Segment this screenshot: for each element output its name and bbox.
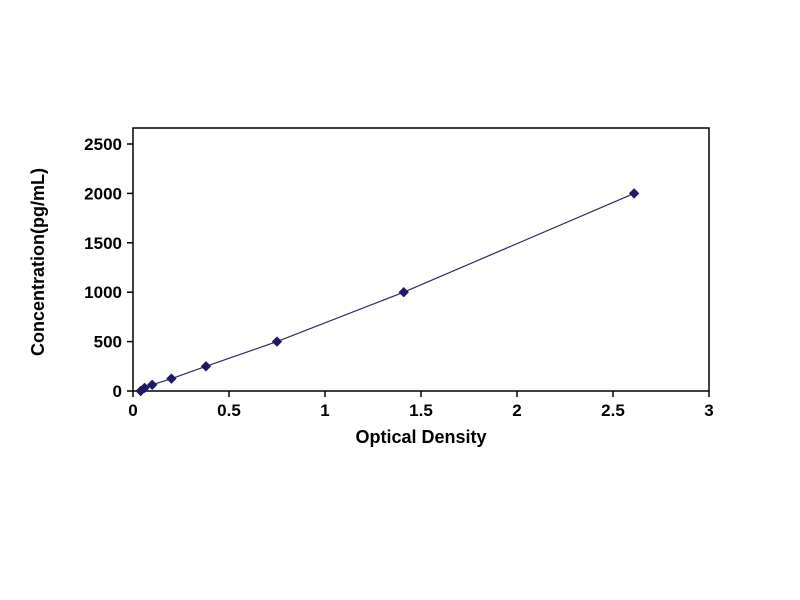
x-tick-label: 1	[320, 401, 329, 420]
x-tick-label: 0.5	[217, 401, 241, 420]
data-point-marker	[271, 336, 283, 347]
x-tick-label: 1.5	[409, 401, 433, 420]
x-axis-ticks	[132, 391, 710, 397]
x-axis-tick-labels: 0 0.5 1 1.5 2 2.5 3	[128, 401, 713, 420]
data-point-marker	[139, 382, 150, 394]
data-point-marker	[146, 379, 158, 391]
y-tick-label: 1500	[84, 234, 122, 253]
x-tick-label: 0	[128, 401, 137, 420]
plot-area-frame	[132, 127, 710, 392]
x-axis-label: Optical Density	[355, 427, 486, 447]
data-series	[135, 188, 640, 397]
y-tick-label: 2500	[84, 135, 122, 154]
x-tick-label: 2.5	[601, 401, 625, 420]
data-point-marker	[200, 361, 212, 372]
y-tick-label: 500	[94, 333, 122, 352]
y-axis-tick-labels: 0 500 1000 1500 2000 2500	[84, 135, 122, 401]
data-point-marker	[628, 188, 640, 199]
data-point-marker	[398, 286, 409, 298]
y-axis-label: Concentration(pg/mL)	[28, 168, 48, 356]
y-tick-label: 0	[113, 382, 122, 401]
x-tick-label: 2	[512, 401, 521, 420]
x-tick-label: 3	[704, 401, 713, 420]
y-tick-label: 1000	[84, 283, 122, 302]
data-point-marker	[166, 373, 177, 384]
y-axis-ticks	[127, 143, 133, 392]
y-tick-label: 2000	[84, 184, 122, 203]
